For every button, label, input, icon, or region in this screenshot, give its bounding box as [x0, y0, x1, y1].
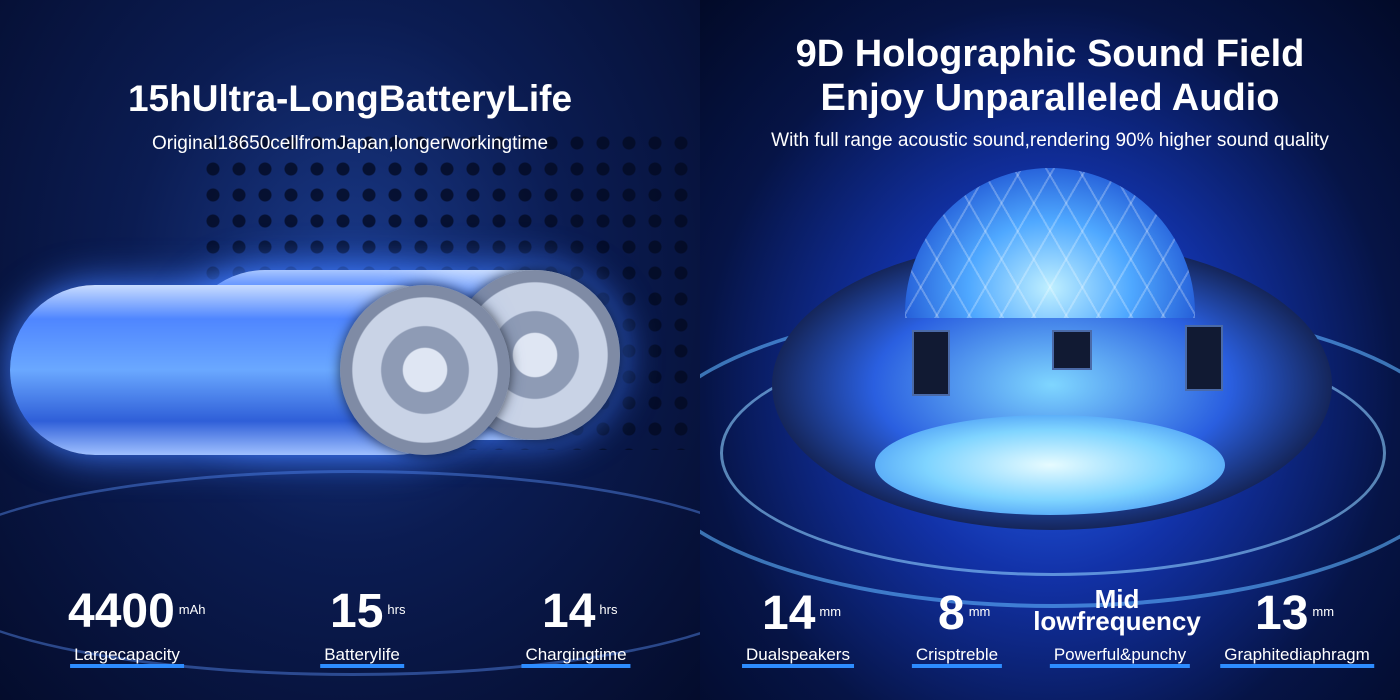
- stat-low-frequency: Mid lowfrequency: [1022, 584, 1212, 636]
- stat-value: 8: [938, 587, 965, 640]
- stat-label: Graphitediaphragm: [1220, 645, 1374, 668]
- stage: [875, 415, 1225, 515]
- stat-dual-speakers: 14 mm: [762, 587, 841, 640]
- stat-battery-life: 15 hrs: [330, 585, 405, 638]
- crystal-dome: [905, 168, 1195, 318]
- stat-capacity: 4400 mAh: [68, 585, 206, 638]
- stat-value: lowfrequency: [1033, 606, 1201, 636]
- stat-unit: mm: [1312, 604, 1335, 619]
- stat-label: Largecapacity: [70, 645, 184, 668]
- sound-panel: 9D Holographic Sound Field Enjoy Unparal…: [700, 0, 1400, 700]
- speaker-cabinet: [912, 330, 950, 396]
- stat-value: 14: [542, 585, 596, 638]
- stat-value: 4400: [68, 585, 175, 638]
- stat-value: 13: [1255, 587, 1309, 640]
- battery-title: 15hUltra-LongBatteryLife: [127, 78, 573, 119]
- stat-value: 14: [762, 587, 816, 640]
- battery-cap-front: [340, 285, 510, 455]
- stat-unit: mm: [968, 604, 991, 619]
- stat-diaphragm: 13 mm: [1255, 587, 1334, 640]
- stat-value: 15: [330, 585, 384, 638]
- title-line: Enjoy Unparalleled Audio: [820, 77, 1280, 119]
- stat-treble: 8 mm: [938, 587, 990, 640]
- stat-unit: hrs: [599, 602, 618, 617]
- stat-unit: mm: [819, 604, 842, 619]
- battery-panel: 15hUltra-LongBatteryLife Original18650ce…: [0, 0, 700, 700]
- stat-unit: hrs: [387, 602, 406, 617]
- sound-title: 9D Holographic Sound Field Enjoy Unparal…: [700, 32, 1400, 120]
- stat-label: Chargingtime: [521, 645, 631, 668]
- battery-subtitle: Original18650cellfromJapan,longerworking…: [151, 133, 549, 154]
- stat-label: Powerful&punchy: [1049, 645, 1191, 668]
- speaker-cabinet: [1185, 325, 1223, 391]
- stat-label: Dualspeakers: [742, 645, 854, 668]
- stat-label: Batterylife: [320, 645, 404, 668]
- speaker-cabinet: [1052, 330, 1092, 370]
- sound-subtitle: With full range acoustic sound,rendering…: [771, 130, 1329, 151]
- title-line: 9D Holographic Sound Field: [795, 33, 1305, 75]
- stat-unit: mAh: [178, 602, 206, 617]
- stat-charging-time: 14 hrs: [542, 585, 617, 638]
- stat-value: Mid: [1094, 584, 1140, 614]
- stat-label: Crisptreble: [911, 645, 1003, 668]
- platform-ring: [0, 470, 700, 676]
